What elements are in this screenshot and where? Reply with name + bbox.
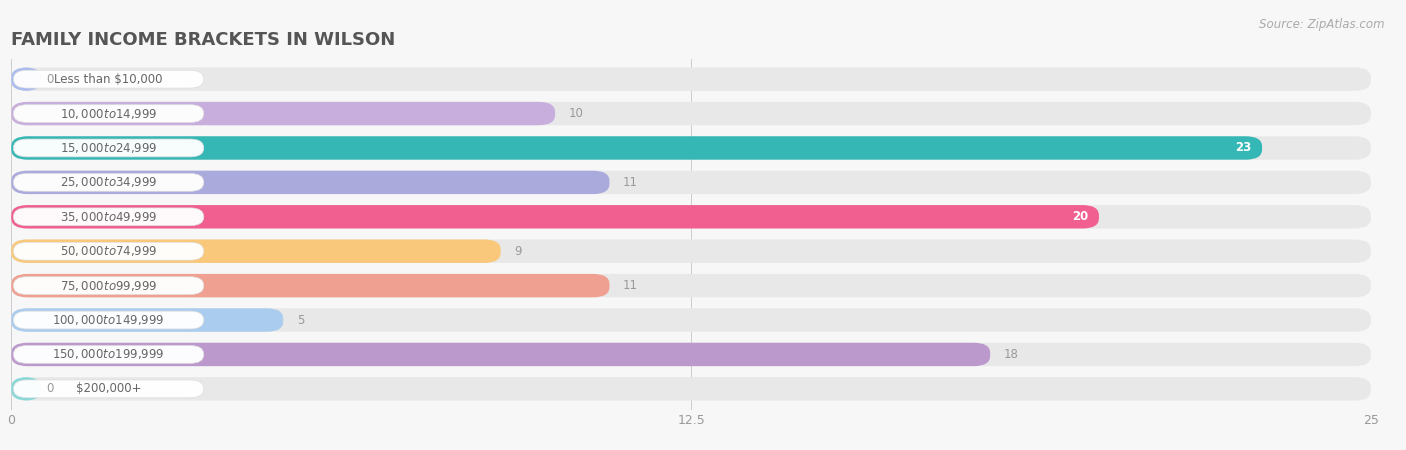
FancyBboxPatch shape bbox=[11, 239, 501, 263]
Text: 0: 0 bbox=[46, 382, 53, 396]
Text: $25,000 to $34,999: $25,000 to $34,999 bbox=[60, 176, 157, 189]
FancyBboxPatch shape bbox=[14, 70, 204, 88]
FancyBboxPatch shape bbox=[14, 277, 204, 294]
FancyBboxPatch shape bbox=[11, 343, 990, 366]
Text: $150,000 to $199,999: $150,000 to $199,999 bbox=[52, 347, 165, 361]
Text: 10: 10 bbox=[568, 107, 583, 120]
FancyBboxPatch shape bbox=[11, 102, 1371, 125]
FancyBboxPatch shape bbox=[14, 105, 204, 122]
Text: $75,000 to $99,999: $75,000 to $99,999 bbox=[60, 279, 157, 292]
FancyBboxPatch shape bbox=[11, 205, 1099, 229]
FancyBboxPatch shape bbox=[14, 174, 204, 191]
Text: $100,000 to $149,999: $100,000 to $149,999 bbox=[52, 313, 165, 327]
FancyBboxPatch shape bbox=[11, 136, 1371, 160]
Text: Source: ZipAtlas.com: Source: ZipAtlas.com bbox=[1260, 18, 1385, 31]
Text: 18: 18 bbox=[1004, 348, 1018, 361]
FancyBboxPatch shape bbox=[11, 68, 41, 91]
Text: Less than $10,000: Less than $10,000 bbox=[55, 72, 163, 86]
FancyBboxPatch shape bbox=[11, 136, 1263, 160]
FancyBboxPatch shape bbox=[11, 377, 41, 400]
Text: 9: 9 bbox=[515, 245, 522, 258]
Text: 11: 11 bbox=[623, 176, 638, 189]
FancyBboxPatch shape bbox=[11, 308, 283, 332]
FancyBboxPatch shape bbox=[11, 239, 1371, 263]
FancyBboxPatch shape bbox=[14, 242, 204, 260]
FancyBboxPatch shape bbox=[11, 274, 609, 297]
Text: $50,000 to $74,999: $50,000 to $74,999 bbox=[60, 244, 157, 258]
FancyBboxPatch shape bbox=[14, 346, 204, 363]
FancyBboxPatch shape bbox=[14, 139, 204, 157]
Text: 20: 20 bbox=[1071, 210, 1088, 223]
Text: $200,000+: $200,000+ bbox=[76, 382, 142, 396]
FancyBboxPatch shape bbox=[11, 171, 609, 194]
FancyBboxPatch shape bbox=[11, 68, 1371, 91]
Text: $10,000 to $14,999: $10,000 to $14,999 bbox=[60, 107, 157, 121]
Text: FAMILY INCOME BRACKETS IN WILSON: FAMILY INCOME BRACKETS IN WILSON bbox=[11, 31, 395, 49]
FancyBboxPatch shape bbox=[11, 343, 1371, 366]
FancyBboxPatch shape bbox=[14, 208, 204, 226]
FancyBboxPatch shape bbox=[11, 102, 555, 125]
Text: 5: 5 bbox=[297, 314, 304, 327]
FancyBboxPatch shape bbox=[14, 311, 204, 329]
Text: 23: 23 bbox=[1234, 141, 1251, 154]
FancyBboxPatch shape bbox=[11, 171, 1371, 194]
Text: $15,000 to $24,999: $15,000 to $24,999 bbox=[60, 141, 157, 155]
FancyBboxPatch shape bbox=[14, 380, 204, 398]
Text: 11: 11 bbox=[623, 279, 638, 292]
FancyBboxPatch shape bbox=[11, 308, 1371, 332]
FancyBboxPatch shape bbox=[11, 377, 1371, 400]
Text: $35,000 to $49,999: $35,000 to $49,999 bbox=[60, 210, 157, 224]
FancyBboxPatch shape bbox=[11, 205, 1371, 229]
Text: 0: 0 bbox=[46, 72, 53, 86]
FancyBboxPatch shape bbox=[11, 274, 1371, 297]
